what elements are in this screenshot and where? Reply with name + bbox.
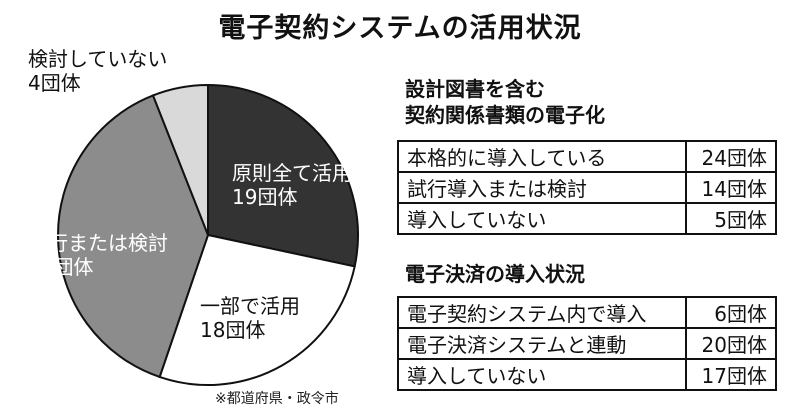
table1-title: 設計図書を含む 契約関係書類の電子化	[405, 76, 605, 128]
pie-slice-3	[57, 94, 210, 379]
footnote: ※都道府県・政令市	[215, 391, 339, 407]
table1-title-line2: 契約関係書類の電子化	[405, 103, 605, 127]
table2-row1-label: 電子契約システム内で導入	[397, 296, 687, 329]
pie-slice-label-2: 一部で活用	[200, 294, 300, 318]
table-row: 試行導入または検討 14団体	[397, 171, 777, 204]
pie-slice-1	[207, 83, 359, 268]
table1-row3-value: 5団体	[685, 202, 777, 235]
pie-slice-label-1: 原則全て活用	[232, 161, 352, 185]
pie-slice-value-3: 26団体	[28, 255, 93, 279]
table-row: 導入していない 5団体	[397, 202, 777, 235]
table2-row2-value: 20団体	[685, 327, 777, 360]
table-row: 導入していない 17団体	[397, 358, 777, 391]
table2-row1-value: 6団体	[685, 296, 777, 329]
pie-slice-value-4: 4団体	[28, 71, 81, 95]
pie-slice-value-1: 19団体	[232, 185, 297, 209]
pie-chart: 原則全て活用 19団体一部で活用 18団体 試行または検討 26団体 検討していない 4団体	[28, 47, 359, 386]
table-row: 本格的に導入している 24団体	[397, 140, 777, 173]
table1-row3-label: 導入していない	[397, 202, 687, 235]
pie-slice-value-2: 18団体	[200, 318, 265, 342]
pie-slice-4	[151, 83, 209, 236]
chart-title: 電子契約システムの活用状況	[218, 13, 582, 44]
table2-row3-label: 導入していない	[397, 358, 687, 391]
pie-slice-label-4: 検討していない	[28, 47, 167, 71]
table2-title: 電子決済の導入状況	[405, 262, 585, 286]
pie-slice-label-3: 試行または検討	[28, 231, 168, 255]
table1-row1-value: 24団体	[685, 140, 777, 173]
table1-row2-value: 14団体	[685, 171, 777, 204]
table-row: 電子決済システムと連動 20団体	[397, 327, 777, 360]
table-row: 電子契約システム内で導入 6団体	[397, 296, 777, 329]
table2: 電子契約システム内で導入 6団体 電子決済システムと連動 20団体 導入していな…	[397, 296, 777, 391]
pie-slice-2	[158, 233, 356, 386]
table1-row2-label: 試行導入または検討	[397, 171, 687, 204]
table1-row1-label: 本格的に導入している	[397, 140, 687, 173]
table1: 本格的に導入している 24団体 試行導入または検討 14団体 導入していない 5…	[397, 140, 777, 235]
table1-title-line1: 設計図書を含む	[405, 77, 545, 101]
table2-row3-value: 17団体	[685, 358, 777, 391]
table2-row2-label: 電子決済システムと連動	[397, 327, 687, 360]
